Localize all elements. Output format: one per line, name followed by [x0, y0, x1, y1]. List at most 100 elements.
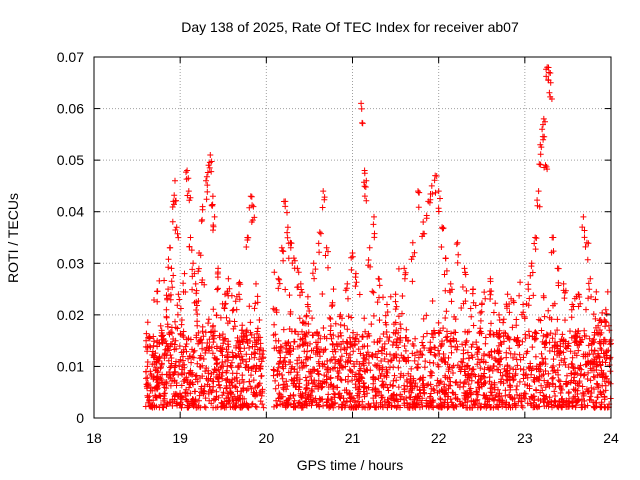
data-point [383, 351, 390, 358]
data-point [356, 291, 363, 298]
data-point [164, 399, 170, 406]
data-point [593, 363, 600, 370]
data-point [291, 377, 298, 384]
data-point [179, 366, 186, 373]
y-tick-label: 0.02 [57, 307, 84, 323]
data-point [405, 370, 412, 377]
data-point [276, 276, 283, 283]
data-point [302, 386, 309, 393]
data-point [208, 168, 215, 175]
data-point [415, 393, 422, 400]
data-point [502, 392, 509, 399]
data-point [465, 355, 472, 362]
data-point [318, 384, 325, 391]
data-point [431, 344, 438, 351]
data-point [470, 366, 477, 373]
data-point [521, 315, 528, 322]
data-point [427, 196, 434, 203]
data-point [303, 399, 310, 405]
data-point [209, 387, 216, 394]
data-point [355, 346, 362, 353]
data-point [439, 357, 446, 364]
data-point [257, 363, 264, 370]
data-point [453, 338, 460, 345]
data-point [474, 349, 481, 356]
data-point [213, 343, 220, 350]
data-point [370, 289, 377, 296]
data-point [427, 368, 434, 375]
data-point [499, 372, 506, 379]
data-point [478, 301, 485, 308]
data-point [312, 395, 319, 402]
data-point [482, 395, 489, 402]
data-point [536, 377, 543, 384]
data-point [171, 341, 178, 348]
data-point [296, 354, 303, 361]
data-point [325, 248, 331, 255]
data-point [518, 398, 525, 405]
data-point [549, 234, 556, 241]
data-point [463, 287, 470, 294]
data-point [165, 286, 172, 293]
data-point [280, 365, 287, 372]
data-point [251, 349, 258, 356]
data-point [417, 348, 424, 355]
data-point [260, 404, 267, 411]
data-point [308, 370, 315, 377]
data-point [412, 335, 419, 342]
data-point [166, 331, 173, 338]
data-point [175, 234, 182, 241]
data-point [171, 192, 178, 199]
data-point [387, 364, 393, 371]
data-point [147, 387, 154, 394]
data-point [411, 357, 418, 364]
data-point [288, 240, 295, 247]
data-point [209, 202, 216, 209]
data-point [221, 336, 228, 343]
data-point [537, 389, 544, 396]
data-point [179, 401, 186, 408]
data-point [199, 345, 206, 352]
data-point [201, 388, 208, 395]
data-point [186, 369, 193, 376]
data-point [557, 343, 564, 350]
data-point [246, 378, 253, 385]
data-point [528, 263, 535, 270]
data-point [361, 393, 368, 400]
data-point [232, 298, 239, 305]
data-point [468, 352, 475, 359]
data-point [233, 384, 239, 391]
data-point [585, 280, 592, 287]
data-point [490, 309, 497, 316]
data-point [562, 317, 568, 324]
data-point [412, 352, 418, 359]
data-point [568, 370, 575, 377]
data-point [359, 375, 366, 382]
data-point [163, 371, 170, 378]
data-point [313, 345, 320, 352]
data-point [199, 328, 206, 335]
data-point [206, 343, 213, 350]
data-point [514, 391, 520, 398]
data-point [475, 384, 482, 391]
data-point [592, 296, 599, 303]
data-point [550, 374, 557, 381]
data-point [205, 320, 212, 327]
data-point [481, 370, 488, 377]
data-point [458, 358, 465, 365]
data-point [339, 401, 346, 408]
data-point [355, 386, 362, 393]
data-point [603, 352, 610, 359]
data-point [148, 403, 155, 410]
data-point [182, 343, 189, 350]
data-point [607, 354, 614, 361]
data-point [252, 403, 259, 410]
data-point [189, 346, 195, 353]
data-point [390, 339, 397, 345]
data-point [454, 259, 461, 266]
data-point [169, 284, 176, 291]
data-point [154, 373, 161, 380]
data-point [282, 203, 289, 210]
data-point [165, 256, 172, 263]
data-point [546, 348, 553, 354]
